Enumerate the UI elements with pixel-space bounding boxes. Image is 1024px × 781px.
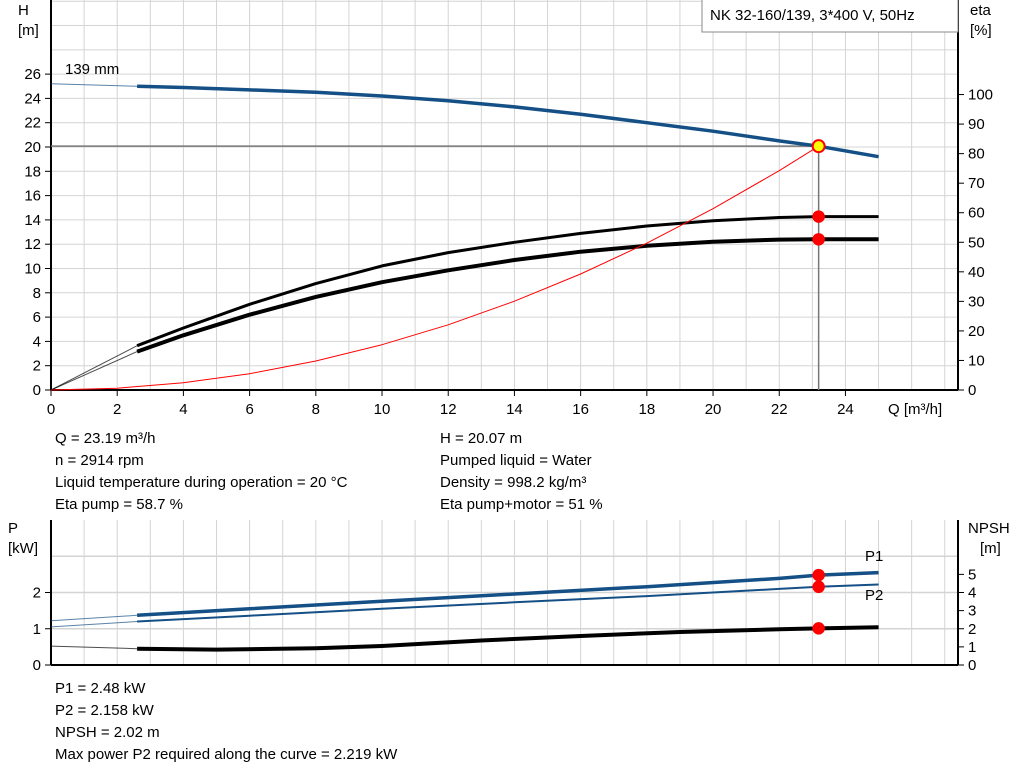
x-tick-label: 16 [572,401,589,418]
y-tick-label: 1 [33,621,41,638]
info-bottom: P1 = 2.48 kW P2 = 2.158 kW NPSH = 2.02 m… [55,678,397,766]
x-tick-label: 24 [837,401,854,418]
p1-curve [136,570,879,618]
y2-axis-unit: [%] [970,22,992,39]
y-tick-label: 8 [33,285,41,302]
p1-marker [812,568,825,582]
y2-axis-title: eta [970,2,992,19]
duty-point-marker [811,139,826,154]
head-curve-extrapolated [50,83,138,87]
p1-label: P1 [865,548,883,565]
title-box [701,0,959,33]
npsh-curve [137,625,879,652]
chart-title: NK 32-160/139, 3*400 V, 50Hz [710,7,915,24]
y-tick-label: 2 [33,358,41,375]
npsh-curve-extrapolated [50,645,138,650]
y2-tick-label: 80 [968,146,985,163]
y2-tick-label: 100 [968,87,993,104]
y2-tick-label: 5 [968,566,976,583]
y-tick-label: 10 [24,261,41,278]
eta-pump-motor-marker [812,233,825,246]
y-axis-unit: [m] [18,22,39,39]
y2-tick-label: 3 [968,603,976,620]
info-max-p2: Max power P2 required along the curve = … [55,746,398,763]
y-tick-label: 0 [33,657,41,674]
eta-pump-curve-extrapolated [50,345,138,391]
y-tick-label: 18 [24,163,41,180]
y2-tick-label: 1 [968,639,976,656]
info-pumped-liquid: Pumped liquid = Water [440,452,592,469]
p2-label: P2 [865,587,883,604]
x-tick-label: 6 [245,401,253,418]
y2-tick-label: 10 [968,352,985,369]
npsh-marker [812,622,825,635]
info-speed: n = 2914 rpm [55,452,144,469]
y2-tick-label: 0 [968,382,976,399]
y-axis-title: H [18,2,29,19]
y-tick-label: 22 [24,115,41,132]
y-tick-label: 12 [24,236,41,253]
x-tick-label: 4 [179,401,187,418]
eta-pump-curve [136,215,879,348]
y-tick-label: 4 [33,333,41,350]
p2-marker [812,580,825,594]
info-top-right: H = 20.07 m Pumped liquid = Water Densit… [440,428,603,516]
x-tick-label: 20 [705,401,722,418]
p2-curve-extrapolated [50,621,138,628]
p-axis-title: P [8,520,18,537]
info-eta-pump-motor: Eta pump+motor = 51 % [440,496,603,513]
y2-tick-label: 4 [968,585,976,602]
y-tick-label: 14 [24,212,41,229]
p-axis-unit: [kW] [8,540,38,557]
system-curve [50,145,819,391]
x-tick-label: 10 [374,401,391,418]
y2-tick-label: 20 [968,323,985,340]
x-tick-label: 12 [440,401,457,418]
y-tick-label: 0 [33,382,41,399]
y-tick-label: 26 [24,66,41,83]
p1-curve-extrapolated [50,614,138,622]
x-tick-label: 14 [506,401,523,418]
x-tick-label: 2 [113,401,121,418]
info-liquid-temp: Liquid temperature during operation = 20… [55,474,348,491]
npsh-axis-unit: [m] [980,540,1001,557]
info-p2: P2 = 2.158 kW [55,702,154,719]
x-tick-label: 0 [47,401,55,418]
top-chart-grid [51,0,958,390]
y-tick-label: 24 [24,90,41,107]
y2-tick-label: 30 [968,293,985,310]
y2-tick-label: 50 [968,234,985,251]
bottom-chart-grid [51,520,958,665]
eta-pump-marker [812,210,825,223]
y-tick-label: 16 [24,188,41,205]
x-axis-title: Q [m³/h] [888,401,942,418]
head-curve [137,84,879,159]
x-tick-label: 18 [638,401,655,418]
info-npsh: NPSH = 2.02 m [55,724,160,741]
y2-tick-label: 0 [968,657,976,674]
y2-tick-label: 60 [968,205,985,222]
x-tick-label: 8 [312,401,320,418]
eta-pump-motor-curve [136,237,879,354]
info-flow: Q = 23.19 m³/h [55,430,156,447]
npsh-axis-title: NPSH [968,520,1010,537]
y-tick-label: 6 [33,309,41,326]
x-tick-label: 22 [771,401,788,418]
p2-curve [137,583,879,623]
y2-tick-label: 2 [968,621,976,638]
eta-pump-motor-curve-extrapolated [50,351,138,391]
y-tick-label: 20 [24,139,41,156]
info-eta-pump: Eta pump = 58.7 % [55,496,183,513]
y-tick-label: 2 [33,585,41,602]
info-head: H = 20.07 m [440,430,523,447]
y2-tick-label: 40 [968,264,985,281]
y2-tick-label: 70 [968,175,985,192]
info-p1: P1 = 2.48 kW [55,680,146,697]
impeller-diameter-label: 139 mm [65,61,119,78]
y2-tick-label: 90 [968,116,985,133]
info-density: Density = 998.2 kg/m³ [440,474,587,491]
info-top-left: Q = 23.19 m³/h n = 2914 rpm Liquid tempe… [55,428,347,516]
